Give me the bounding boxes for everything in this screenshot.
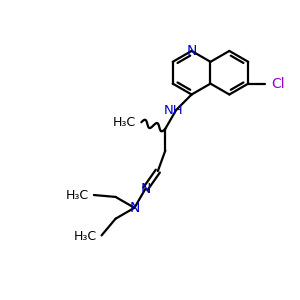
Text: H₃C: H₃C	[112, 116, 135, 129]
Text: N: N	[140, 182, 151, 196]
Text: NH: NH	[164, 104, 183, 117]
Text: H₃C: H₃C	[74, 230, 97, 243]
Text: H₃C: H₃C	[66, 188, 89, 202]
Text: Cl: Cl	[271, 76, 285, 91]
Text: N: N	[129, 201, 140, 215]
Text: N: N	[186, 44, 197, 58]
